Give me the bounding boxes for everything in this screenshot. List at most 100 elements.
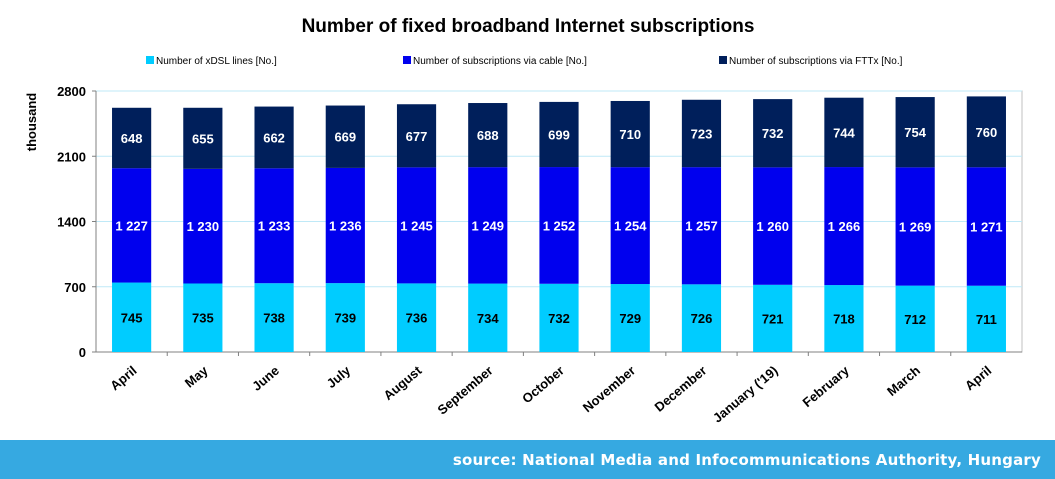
bar-segment [112, 282, 152, 352]
bar-segment [895, 97, 935, 168]
bar-segment [610, 167, 650, 285]
x-tick-label: April [107, 363, 139, 394]
bar-segment [966, 96, 1006, 168]
bar-segment [824, 285, 864, 352]
bar-segment [112, 107, 152, 169]
plot-area: 0 700 1400 2100 2800 745 1 227 648 April 735 1 230… [57, 84, 1023, 426]
data-label: 1 252 [543, 218, 576, 233]
bar-segment [610, 100, 650, 168]
bar-segment [112, 168, 152, 283]
data-label: 745 [121, 310, 143, 325]
data-label: 718 [833, 312, 855, 327]
bar-segment [753, 99, 793, 168]
data-label: 729 [619, 311, 641, 326]
bar-segment [468, 103, 508, 168]
bar-segment [895, 285, 935, 352]
bar-segment [966, 285, 1006, 352]
bar-segment [753, 167, 793, 285]
x-tick-label: April [962, 363, 994, 394]
legend-swatch-xdsl [146, 56, 154, 64]
x-tick-label: September [435, 363, 496, 418]
data-label: 1 254 [614, 219, 647, 234]
legend-label-fttx: Number of subscriptions via FTTx [No.] [729, 56, 903, 67]
bar-segment [539, 167, 579, 284]
data-label: 712 [904, 312, 926, 327]
bar-segment [681, 167, 722, 285]
data-label: 1 233 [258, 219, 291, 234]
x-tick-label: December [652, 363, 710, 415]
bar-segment [325, 283, 365, 352]
y-axis-label: thousand [24, 93, 39, 152]
data-label: 744 [833, 125, 855, 140]
bar-segment [325, 105, 365, 168]
data-label: 710 [619, 127, 641, 142]
data-label: 1 249 [471, 218, 504, 233]
data-label: 1 260 [756, 219, 789, 234]
source-banner: source: National Media and Infocommunica… [0, 440, 1055, 479]
legend-swatch-cable [403, 56, 411, 64]
x-tick-label: May [182, 362, 212, 390]
bar-segment [254, 106, 294, 169]
data-label: 1 269 [899, 219, 932, 234]
data-label: 1 257 [685, 219, 718, 234]
data-label: 732 [762, 126, 784, 141]
bar-segment [895, 167, 935, 286]
data-label: 734 [477, 311, 499, 326]
data-label: 739 [334, 311, 356, 326]
data-label: 711 [976, 312, 997, 327]
bar-segment [681, 99, 722, 168]
stacked-bar-chart: Number of fixed broadband Internet subsc… [24, 16, 1023, 426]
bar-segment [539, 101, 579, 168]
x-tick-label: November [580, 363, 638, 415]
bar-segment [468, 167, 508, 284]
bar-segment [183, 283, 223, 352]
bar-segment [325, 167, 365, 284]
bar-segment [396, 167, 437, 284]
data-label: 662 [263, 130, 285, 145]
bar-segment [468, 283, 508, 352]
bar-segment [396, 104, 437, 168]
data-label: 721 [762, 311, 784, 326]
legend: Number of xDSL lines [No.] Number of sub… [146, 56, 903, 67]
y-tick-label: 1400 [57, 215, 86, 230]
legend-label-xdsl: Number of xDSL lines [No.] [156, 56, 277, 67]
x-tick-label: October [519, 363, 567, 407]
chart-title: Number of fixed broadband Internet subsc… [302, 16, 755, 37]
y-tick-label: 2100 [57, 149, 86, 164]
data-label: 1 245 [400, 218, 433, 233]
data-label: 1 271 [970, 219, 1003, 234]
data-label: 1 236 [329, 219, 362, 234]
data-label: 688 [477, 128, 499, 143]
data-label: 677 [406, 129, 428, 144]
data-label: 723 [691, 126, 713, 141]
data-label: 1 227 [115, 218, 148, 233]
bar-segment [183, 168, 223, 284]
data-label: 669 [334, 130, 356, 145]
bar-segment [610, 284, 650, 352]
bar-segment [824, 167, 864, 286]
data-label: 736 [406, 311, 428, 326]
data-label: 732 [548, 311, 570, 326]
data-label: 726 [691, 311, 713, 326]
x-tick-label: February [800, 362, 853, 410]
data-label: 754 [904, 125, 926, 140]
x-tick-label: June [249, 363, 282, 394]
y-tick-label: 2800 [57, 84, 86, 99]
bar-segment [254, 283, 294, 352]
bar-segment [539, 283, 579, 352]
data-label: 655 [192, 131, 214, 146]
legend-label-cable: Number of subscriptions via cable [No.] [413, 56, 587, 67]
x-tick-label: July [324, 362, 354, 391]
bar-segment [396, 283, 437, 352]
bar-segment [753, 284, 793, 352]
source-text: source: National Media and Infocommunica… [452, 451, 1041, 469]
y-tick-label: 0 [79, 345, 86, 360]
bar-segment [681, 284, 722, 352]
data-label: 648 [121, 131, 143, 146]
bar-segment [824, 97, 864, 168]
y-tick-label: 700 [64, 280, 86, 295]
data-label: 1 266 [828, 219, 861, 234]
x-tick-label: August [381, 362, 425, 403]
bar-segment [254, 168, 294, 284]
data-label: 1 230 [187, 219, 220, 234]
